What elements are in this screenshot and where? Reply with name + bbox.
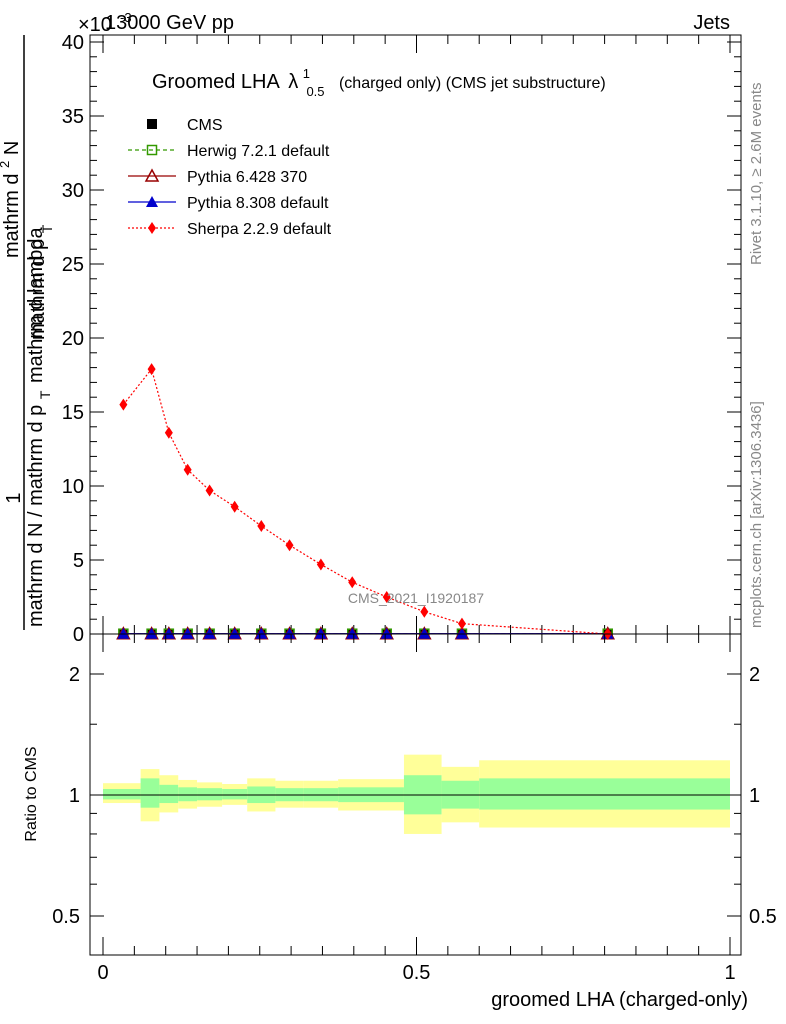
rivet-label: Rivet 3.1.10, ≥ 2.6M events (748, 83, 765, 266)
data-point (314, 627, 327, 639)
ratio-inner-band (222, 788, 248, 800)
ratio-y-ticks: 0.5 0.5 1 1 2 2 (52, 664, 777, 928)
data-point (382, 591, 391, 603)
main-y-ticks: 0 5 10 15 20 25 30 35 40 (62, 32, 741, 646)
y-tick-label: 0 (73, 624, 84, 646)
x-tick-label: 0.5 (403, 962, 431, 984)
data-point (455, 627, 468, 639)
data-point (348, 576, 357, 589)
ratio-inner-band (197, 788, 223, 801)
ratio-inner-band (159, 784, 179, 804)
data-point (203, 627, 216, 639)
data-point (181, 627, 194, 639)
y-tick-label: 15 (62, 402, 84, 424)
data-point (147, 363, 156, 376)
y-label-right-denominator: mathrm d p T (27, 224, 55, 340)
y-label-numerator: 1 (3, 492, 25, 503)
title-symbol: λ (288, 71, 298, 93)
data-point (285, 539, 294, 552)
legend-marker (146, 196, 158, 207)
ratio-plot: 0.5 0.51 12 2 0 0.5 1 Ratio to CMS groomed LH… (23, 633, 777, 1011)
y-tick-label: 35 (62, 106, 84, 128)
ratio-inner-band (178, 787, 198, 802)
ratio-y-tick-label: 2 (69, 664, 80, 686)
data-point (255, 627, 268, 639)
y-tick-label: 40 (62, 32, 84, 54)
mcplots-label: mcplots.cern.ch [arXiv:1306.3436] (748, 401, 765, 628)
data-point (145, 627, 158, 639)
legend-label: CMS (187, 117, 223, 134)
ratio-y-tick-label: 1 (69, 785, 80, 807)
title-main: Groomed LHA (152, 71, 280, 93)
x-axis-label: groomed LHA (charged-only) (491, 989, 748, 1011)
ratio-inner-band (479, 778, 730, 810)
ratio-inner-band (140, 778, 160, 808)
data-point (457, 617, 466, 630)
y-tick-label: 5 (73, 550, 84, 572)
data-point (228, 627, 241, 639)
plot-title: Groomed LHA λ 1 0.5 (charged only) (CMS … (152, 65, 606, 100)
legend-marker (148, 222, 156, 234)
data-point (119, 398, 128, 411)
ratio-inner-band (103, 788, 141, 800)
data-point (346, 627, 359, 639)
y-tick-label: 25 (62, 254, 84, 276)
data-point (257, 519, 266, 532)
title-sub: 0.5 (306, 84, 324, 99)
x-tick-label: 1 (724, 962, 735, 984)
y-label-denominator: mathrm d N / mathrm d p T mathrm d lambd… (25, 227, 55, 627)
ratio-x-ticks: 0 0.5 1 (97, 634, 736, 984)
data-point (420, 605, 429, 618)
data-point (283, 627, 296, 639)
group-label: Jets (693, 12, 730, 34)
data-point (230, 500, 239, 513)
legend-label: Pythia 8.308 default (187, 195, 329, 212)
data-point (117, 627, 130, 639)
data-point (316, 558, 325, 571)
exponent-mark: ×10 (78, 14, 112, 36)
data-point (380, 627, 393, 639)
ratio-y-tick-label: 0.5 (52, 906, 80, 928)
ratio-y-tick-label-right: 2 (749, 664, 760, 686)
legend: CMS Herwig 7.2.1 default Pythia 6.428 370 P… (128, 117, 332, 238)
ratio-y-label: Ratio to CMS (23, 746, 40, 841)
main-plot: 0 5 10 15 20 25 30 35 40 Groomed LHA λ 1 0.5 (ch… (0, 32, 742, 646)
legend-marker (144, 168, 160, 182)
legend-label: Sherpa 2.2.9 default (187, 221, 332, 238)
title-sup: 1 (303, 66, 310, 81)
y-tick-label: 10 (62, 476, 84, 498)
series-sherpa-2-2-9-default (119, 363, 612, 640)
y-label-right-numerator: mathrm d 2 N (0, 141, 23, 258)
data-point (183, 463, 192, 476)
data-point (205, 484, 214, 497)
legend-label: Pythia 6.428 370 (187, 169, 307, 186)
ratio-y-tick-label-right: 1 (749, 785, 760, 807)
data-point (164, 426, 173, 439)
watermark: CMS_2021_I1920187 (348, 590, 484, 606)
x-tick-label: 0 (97, 962, 108, 984)
title-rest: (charged only) (CMS jet substructure) (339, 75, 606, 92)
main-y-axis-label: 1 mathrm d N / mathrm d p T mathrm d lam… (0, 35, 55, 630)
y-tick-label: 30 (62, 180, 84, 202)
ratio-y-tick-label-right: 0.5 (749, 906, 777, 928)
data-point (418, 627, 431, 639)
y-tick-label: 20 (62, 328, 84, 350)
legend-marker (146, 144, 158, 156)
legend-marker (147, 119, 157, 129)
energy-label: 13000 GeV pp (105, 12, 234, 34)
legend-label: Herwig 7.2.1 default (187, 143, 330, 160)
main-x-ticks (102, 35, 731, 634)
exponent-power: -3 (120, 10, 132, 25)
ratio-bands (103, 754, 730, 834)
